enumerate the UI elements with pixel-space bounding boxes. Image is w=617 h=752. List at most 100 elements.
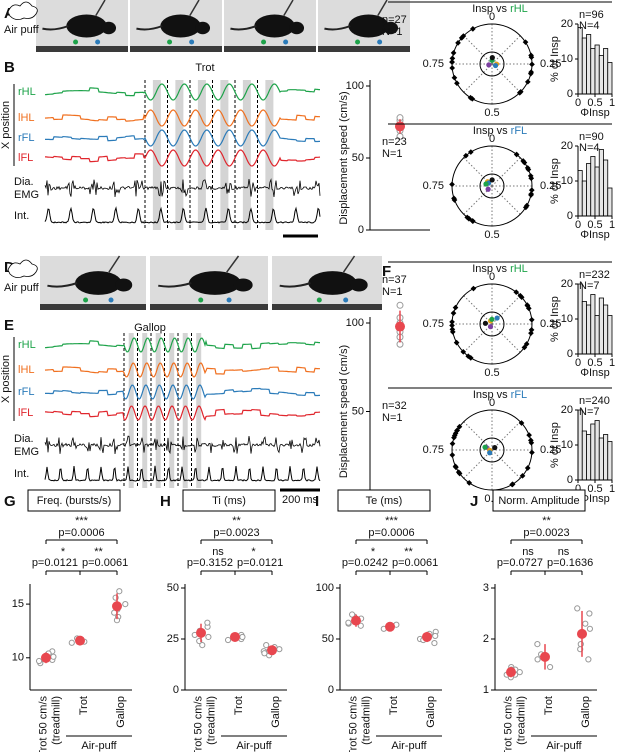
- hist-bar: [594, 420, 600, 481]
- phase-title: Insp vs rFL: [473, 125, 527, 137]
- data-point: [122, 601, 129, 608]
- limb-trace: [45, 384, 320, 400]
- mean-point: [41, 652, 51, 663]
- hist-x-label: ΦInsp: [580, 229, 610, 241]
- hist-y-tick-label: 0: [567, 348, 573, 360]
- y-tick-label: 50: [352, 405, 364, 417]
- paw-marker: [283, 39, 289, 45]
- trace-label: rFL: [18, 386, 35, 398]
- polar-spoke: [491, 157, 521, 187]
- polar-event: [528, 191, 535, 197]
- treadmill: [224, 46, 316, 52]
- hist-x-tick-label: 0: [575, 97, 581, 109]
- polar-event: [452, 304, 459, 311]
- p-value: p=0.0727: [497, 557, 543, 569]
- stimulus-label: Air puff: [4, 24, 40, 36]
- title-box: [27, 489, 121, 512]
- hist-y-label: % of Insp: [549, 296, 561, 342]
- data-point: [204, 619, 211, 626]
- polar-event: [527, 437, 534, 444]
- polar-event: [468, 149, 474, 155]
- mean-point: [112, 601, 122, 612]
- polar-event: [449, 319, 455, 325]
- panel-label: G: [4, 493, 16, 510]
- hist-y-tick-label: 20: [561, 404, 573, 416]
- treadmill: [130, 46, 222, 52]
- hist-x-label: ΦInsp: [580, 493, 610, 505]
- mean-vector: [489, 177, 495, 183]
- phase-band: [152, 80, 161, 230]
- treadmill: [318, 46, 410, 52]
- hist-bar: [581, 301, 587, 355]
- category-label: Trot 50 cm/s: [347, 696, 359, 752]
- polar-event: [454, 80, 460, 87]
- hist-N: N=4: [579, 20, 600, 32]
- gait-label: Trot: [195, 62, 214, 74]
- data-point: [239, 633, 246, 641]
- polar-N: N=1: [382, 148, 403, 160]
- treadmill: [272, 304, 382, 310]
- mean-point: [385, 621, 395, 632]
- paw-marker: [83, 297, 89, 303]
- polar-event: [509, 481, 515, 488]
- title-text: Insp vs: [472, 263, 507, 275]
- puff-cloud: [7, 259, 38, 278]
- polar-event: [460, 349, 467, 355]
- p-value: p=0.0061: [392, 557, 438, 569]
- sig-stars: ***: [75, 515, 89, 527]
- trace-axis-label: X position: [0, 101, 12, 149]
- polar-event: [528, 54, 535, 61]
- sig-stars: **: [542, 515, 551, 527]
- sig-stars: *: [371, 546, 376, 558]
- paw-marker: [73, 39, 79, 45]
- polar-event: [449, 59, 455, 65]
- trace-label: lHL: [18, 364, 35, 376]
- y-tick-label: 50: [352, 152, 364, 164]
- polar-event: [519, 473, 526, 479]
- int-label: Int.: [14, 468, 29, 480]
- paw-marker: [226, 297, 232, 303]
- treadmill: [150, 304, 268, 310]
- hist-bar: [577, 409, 583, 481]
- hist-y-tick-label: 10: [561, 175, 573, 187]
- polar-event: [466, 215, 472, 222]
- hist-x-tick-label: 0: [575, 219, 581, 231]
- phase-title: Insp vs rHL: [472, 263, 528, 275]
- mouse-tail: [136, 25, 163, 31]
- treadmill: [36, 46, 128, 52]
- mean-vector: [482, 444, 488, 450]
- sig-stars: ns: [522, 546, 534, 558]
- phase-band: [169, 333, 175, 488]
- mean-vector: [489, 316, 495, 322]
- phase-tick-label: 0.25: [540, 318, 561, 330]
- polar-event: [456, 423, 463, 430]
- phase-tick-label: 0: [489, 11, 495, 23]
- limb-trace: [45, 129, 320, 147]
- polar-N: N=1: [382, 412, 403, 424]
- trace-axis-label: X position: [0, 355, 12, 403]
- hist-x-label: ΦInsp: [580, 367, 610, 379]
- polar-inner: [479, 173, 505, 199]
- category-label: Trot: [388, 696, 400, 715]
- gait-label: Gallop: [134, 322, 166, 334]
- sig-stars: **: [94, 546, 103, 558]
- p-value: p=0.1636: [547, 557, 593, 569]
- y-tick-label: 3: [483, 582, 489, 594]
- mean-vector: [487, 450, 493, 456]
- hist-bar: [598, 437, 604, 481]
- panel-label: E: [4, 317, 14, 334]
- panel-label: B: [4, 59, 15, 76]
- mean-vector: [483, 181, 489, 187]
- emg-trace: [44, 435, 321, 455]
- hist-y-tick-label: 20: [561, 18, 573, 30]
- phase-tick-label: 0.5: [484, 367, 499, 379]
- data-point: [432, 632, 439, 640]
- mean-vector: [492, 62, 499, 69]
- y-tick-label: 100: [346, 80, 364, 92]
- polar-event: [518, 420, 525, 426]
- hist-bar: [577, 283, 583, 355]
- trace-label: lFL: [18, 407, 33, 419]
- category-label: Trot 50 cm/s: [502, 696, 514, 752]
- hist-bar: [607, 315, 613, 355]
- polar-event: [524, 165, 531, 171]
